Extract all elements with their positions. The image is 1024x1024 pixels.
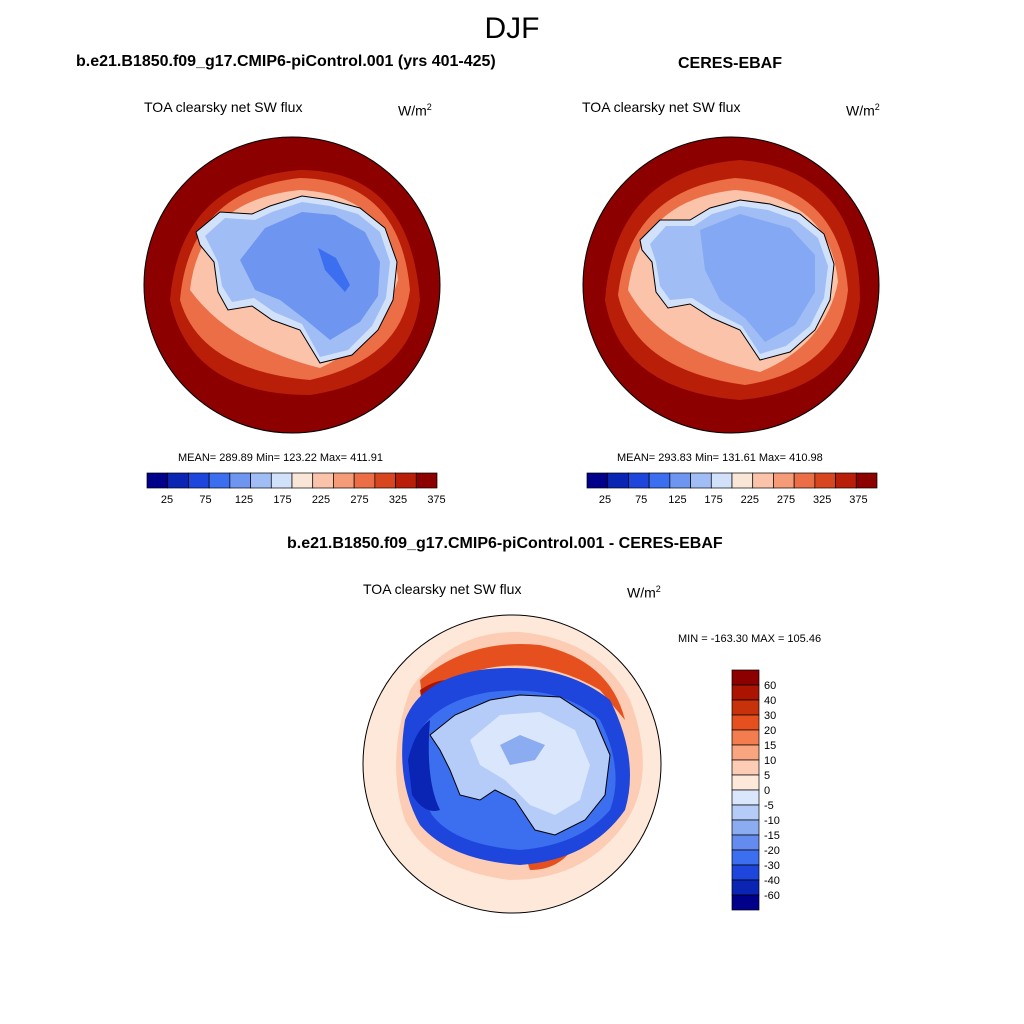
panel3-colorbar-tick-label: -30 (764, 860, 780, 872)
panel1-colorbar-tick-label: 175 (273, 494, 291, 506)
panel3-colorbar-swatch (731, 714, 760, 731)
panel1-colorbar-swatch (333, 472, 355, 489)
panel2-map-border (582, 136, 880, 434)
panel2-colorbar-tick-label: 175 (704, 494, 722, 506)
panel3-colorbar-tick-label: -10 (764, 815, 780, 827)
panel3-colorbar-tick-label: -20 (764, 845, 780, 857)
panel1-colorbar-tick-label: 75 (199, 494, 211, 506)
panel3-colorbar-tick-label: -40 (764, 875, 780, 887)
panel1-units: W/m2 (398, 102, 432, 119)
panel2-colorbar-swatch (586, 472, 609, 489)
panel1-map (144, 137, 440, 433)
panel3-colorbar-swatch (731, 789, 760, 806)
panel2-stats: MEAN= 293.83 Min= 131.61 Max= 410.98 (617, 452, 823, 464)
panel3-colorbar-swatch (731, 834, 760, 851)
panel1-colorbar-swatch (374, 472, 396, 489)
panel3-variable-name: TOA clearsky net SW flux (363, 581, 522, 597)
panel3-colorbar-tick-label: -15 (764, 830, 780, 842)
panel2-colorbar-swatch (814, 472, 836, 489)
panel1-colorbar-swatch (188, 472, 210, 489)
panel2-colorbar-swatch (648, 472, 671, 489)
panel1-map-border (143, 136, 441, 434)
panel3-colorbar-swatch (731, 684, 760, 701)
panel2-colorbar-tick-label: 275 (777, 494, 795, 506)
panel3-colorbar-swatch (731, 849, 760, 866)
panel3-map (363, 615, 661, 913)
panel3-colorbar-tick-label: 15 (764, 740, 776, 752)
panel1-colorbar-swatch (291, 472, 314, 489)
panel2-colorbar-swatch (752, 472, 774, 489)
panel1-colorbar: 25 75 125 175 225 275 325 375 (146, 472, 446, 506)
panel3-colorbar-swatch (731, 774, 760, 791)
panel1-colorbar-swatch (395, 472, 417, 489)
panel3-map-border (362, 614, 662, 914)
panel1-colorbar-tick-label: 375 (427, 494, 445, 506)
panel2-colorbar-swatch (669, 472, 691, 489)
panel2-colorbar-swatch (607, 472, 629, 489)
panel3-title: b.e21.B1850.f09_g17.CMIP6-piControl.001 … (287, 535, 723, 552)
panel2-colorbar-tick-label: 25 (599, 494, 611, 506)
panel3-colorbar: 60 40 30 20 15 10 5 0 -5 -10 -15 -20 -30 -40 -60 (731, 669, 780, 911)
panel3-colorbar-tick-label: 40 (764, 695, 776, 707)
panel3-colorbar-tick-label: 0 (764, 785, 770, 797)
panel1-colorbar-swatch (353, 472, 376, 489)
panel3-units: W/m2 (627, 584, 661, 601)
panel2-map (583, 137, 879, 433)
panel2-colorbar-swatch (855, 472, 878, 489)
panel2-colorbar-swatch (835, 472, 857, 489)
panel2-title: CERES-EBAF (678, 55, 783, 72)
panel1-colorbar-swatch (167, 472, 189, 489)
panel1-colorbar-swatch (312, 472, 334, 489)
panel3-colorbar-tick-label: -60 (764, 890, 780, 902)
panel3-colorbar-tick-label: 60 (764, 680, 776, 692)
panel2-colorbar-swatch (690, 472, 712, 489)
panel3-colorbar-tick-label: 5 (764, 770, 770, 782)
panel3-colorbar-swatch (731, 669, 760, 686)
panel3-colorbar-tick-label: 20 (764, 725, 776, 737)
panel2-colorbar-swatch (710, 472, 733, 489)
panel2-colorbar-tick-label: 125 (668, 494, 686, 506)
panel2-units: W/m2 (846, 102, 880, 119)
panel3-stats: MIN = -163.30 MAX = 105.46 (678, 633, 822, 645)
panel3-colorbar-swatch (731, 729, 760, 746)
panel1-colorbar-swatch (146, 472, 169, 489)
panel3-colorbar-swatch (731, 699, 760, 716)
panel3-colorbar-tick-label: 30 (764, 710, 776, 722)
panel1-colorbar-swatch (208, 472, 231, 489)
panel2-colorbar-swatch (628, 472, 650, 489)
panel1-title: b.e21.B1850.f09_g17.CMIP6-piControl.001 … (76, 53, 496, 70)
panel3-colorbar-swatch (731, 879, 760, 896)
panel2-colorbar-swatch (773, 472, 795, 489)
panel2-colorbar-tick-label: 325 (813, 494, 831, 506)
panel1-colorbar-swatch (270, 472, 293, 489)
panel2-colorbar-tick-label: 225 (741, 494, 759, 506)
panel3-colorbar-tick-label: 10 (764, 755, 776, 767)
panel3-colorbar-swatch (731, 759, 760, 776)
panel2-colorbar: 25 75 125 175 225 275 325 375 (586, 472, 878, 506)
panel3-colorbar-swatch (731, 804, 760, 821)
panel2-colorbar-tick-label: 375 (849, 494, 867, 506)
panel1-colorbar-tick-label: 125 (235, 494, 253, 506)
panel1-colorbar-swatch (250, 472, 272, 489)
panel1-colorbar-tick-label: 275 (350, 494, 368, 506)
panel3-colorbar-swatch (731, 744, 760, 761)
panel1-stats: MEAN= 289.89 Min= 123.22 Max= 411.91 (178, 452, 383, 464)
panel1-variable-name: TOA clearsky net SW flux (144, 99, 303, 115)
panel3-colorbar-swatch (731, 864, 760, 881)
panel2-variable-name: TOA clearsky net SW flux (582, 99, 741, 115)
panel3-colorbar-swatch (731, 894, 760, 911)
panel1-colorbar-tick-label: 25 (161, 494, 173, 506)
panel1-colorbar-swatch (229, 472, 251, 489)
panel1-colorbar-tick-label: 225 (312, 494, 330, 506)
panel1-colorbar-swatch (415, 472, 438, 489)
panel1-colorbar-tick-label: 325 (389, 494, 407, 506)
panel3-colorbar-swatch (731, 819, 760, 836)
panel2-colorbar-swatch (731, 472, 754, 489)
panel2-colorbar-tick-label: 75 (635, 494, 647, 506)
panel2-colorbar-swatch (793, 472, 816, 489)
panel3-colorbar-tick-label: -5 (764, 800, 774, 812)
season-title: DJF (484, 12, 540, 45)
